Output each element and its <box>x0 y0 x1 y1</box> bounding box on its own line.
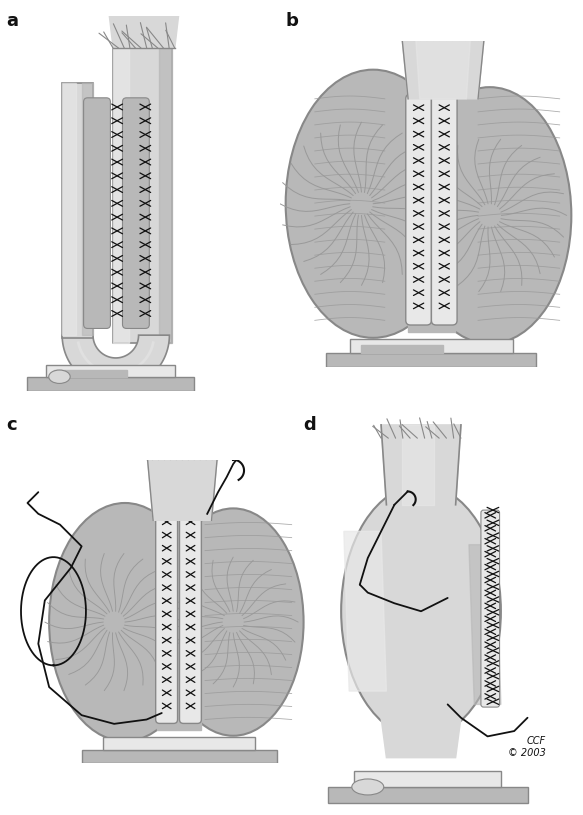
Polygon shape <box>113 29 129 343</box>
Text: d: d <box>303 416 316 434</box>
Text: c: c <box>6 416 16 434</box>
Polygon shape <box>326 353 536 367</box>
Polygon shape <box>146 449 218 520</box>
Polygon shape <box>415 29 471 99</box>
Polygon shape <box>328 787 528 803</box>
Polygon shape <box>54 370 127 377</box>
Polygon shape <box>103 737 255 750</box>
FancyBboxPatch shape <box>156 510 178 724</box>
Polygon shape <box>350 339 513 353</box>
Polygon shape <box>381 718 461 758</box>
FancyBboxPatch shape <box>180 510 201 724</box>
FancyBboxPatch shape <box>481 510 500 707</box>
Ellipse shape <box>49 503 201 741</box>
Ellipse shape <box>352 779 384 795</box>
Polygon shape <box>402 425 434 504</box>
Polygon shape <box>113 29 172 343</box>
FancyBboxPatch shape <box>83 98 110 328</box>
Text: a: a <box>6 12 18 30</box>
Polygon shape <box>82 750 276 763</box>
FancyBboxPatch shape <box>122 98 149 328</box>
Ellipse shape <box>408 87 571 344</box>
Text: b: b <box>286 12 298 30</box>
Text: CCF
© 2003: CCF © 2003 <box>508 737 546 758</box>
Polygon shape <box>344 531 387 691</box>
Polygon shape <box>408 87 455 332</box>
Ellipse shape <box>341 485 501 738</box>
Ellipse shape <box>163 509 304 736</box>
Polygon shape <box>62 335 170 389</box>
Ellipse shape <box>286 69 461 338</box>
Polygon shape <box>159 29 172 343</box>
Polygon shape <box>469 544 501 704</box>
FancyBboxPatch shape <box>431 95 457 325</box>
Ellipse shape <box>49 370 70 383</box>
Polygon shape <box>108 2 180 48</box>
FancyBboxPatch shape <box>406 95 431 325</box>
Polygon shape <box>82 83 93 335</box>
Polygon shape <box>62 83 76 335</box>
Polygon shape <box>157 503 201 730</box>
Polygon shape <box>354 771 501 787</box>
Polygon shape <box>62 83 93 338</box>
Polygon shape <box>381 425 461 504</box>
Polygon shape <box>27 377 194 391</box>
Polygon shape <box>401 29 485 99</box>
Polygon shape <box>46 364 175 377</box>
Polygon shape <box>361 345 443 353</box>
